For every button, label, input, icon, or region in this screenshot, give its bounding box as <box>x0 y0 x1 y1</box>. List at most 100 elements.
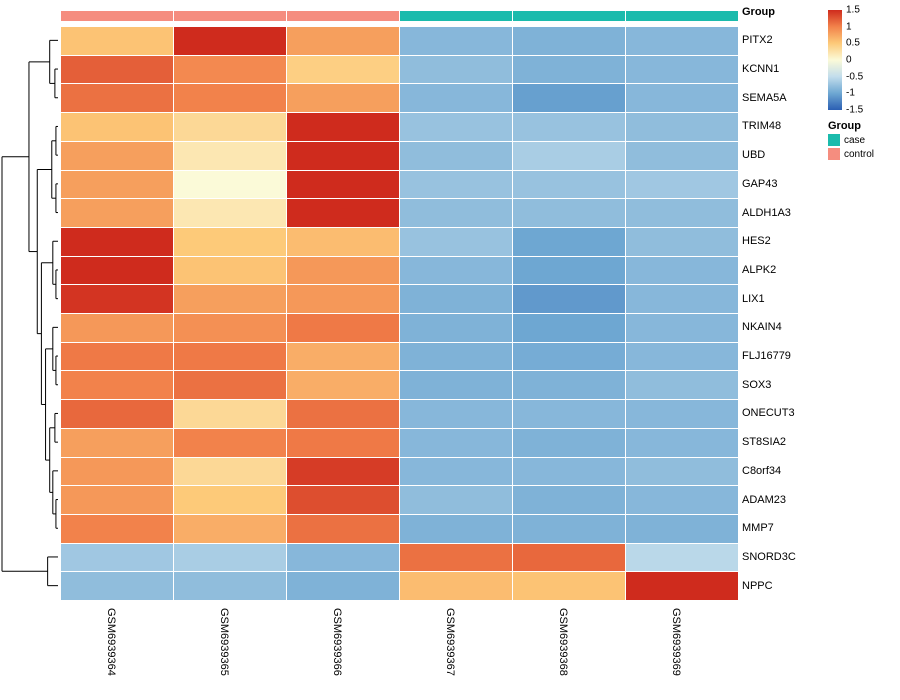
heatmap-cell <box>61 458 174 487</box>
heatmap-cell <box>174 285 287 314</box>
heatmap-cell <box>61 27 174 56</box>
heatmap-cell <box>287 142 400 171</box>
legend-swatch <box>828 134 840 146</box>
heatmap-cell <box>513 429 626 458</box>
heatmap-cell <box>287 257 400 286</box>
heatmap-cell <box>400 371 513 400</box>
heatmap-cell <box>626 285 739 314</box>
heatmap-cell <box>287 285 400 314</box>
colorbar-tick: -1.5 <box>846 105 863 116</box>
heatmap-cell <box>626 314 739 343</box>
heatmap-cell <box>400 56 513 85</box>
heatmap-cell <box>287 429 400 458</box>
group-legend: Group casecontrol <box>828 120 898 162</box>
heatmap-cell <box>61 56 174 85</box>
heatmap-cell <box>174 27 287 56</box>
heatmap-cell <box>174 343 287 372</box>
heatmap-row <box>61 171 739 200</box>
heatmap-row <box>61 113 739 142</box>
heatmap-cell <box>287 400 400 429</box>
heatmap-cell <box>174 486 287 515</box>
column-labels: GSM6939364GSM6939365GSM6939366GSM6939367… <box>60 604 738 700</box>
heatmap-cell <box>61 228 174 257</box>
row-label: ADAM23 <box>742 485 822 514</box>
heatmap-cell <box>61 84 174 113</box>
heatmap-cell <box>174 314 287 343</box>
heatmap-cell <box>287 343 400 372</box>
heatmap-cell <box>513 228 626 257</box>
heatmap-cell <box>400 458 513 487</box>
row-label: SOX3 <box>742 370 822 399</box>
heatmap-figure: Group PITX2KCNN1SEMA5ATRIM48UBDGAP43ALDH… <box>0 0 900 700</box>
row-label: NPPC <box>742 571 822 600</box>
heatmap-row <box>61 371 739 400</box>
heatmap-row <box>61 199 739 228</box>
heatmap-cell <box>61 171 174 200</box>
heatmap-cell <box>287 314 400 343</box>
heatmap-row <box>61 84 739 113</box>
row-label: ALPK2 <box>742 256 822 285</box>
heatmap-cell <box>174 228 287 257</box>
heatmap-cell <box>174 113 287 142</box>
heatmap-cell <box>400 171 513 200</box>
group-bar-title: Group <box>742 6 775 18</box>
row-label: SNORD3C <box>742 543 822 572</box>
row-labels: PITX2KCNN1SEMA5ATRIM48UBDGAP43ALDH1A3HES… <box>742 26 822 600</box>
heatmap-cell <box>287 515 400 544</box>
heatmap-row <box>61 458 739 487</box>
heatmap-grid <box>60 26 739 601</box>
column-label: GSM6939369 <box>625 604 738 700</box>
heatmap-row <box>61 27 739 56</box>
row-label: ONECUT3 <box>742 399 822 428</box>
heatmap-cell <box>400 515 513 544</box>
heatmap-cell <box>513 56 626 85</box>
row-label: ST8SIA2 <box>742 428 822 457</box>
heatmap-cell <box>400 314 513 343</box>
heatmap-cell <box>400 285 513 314</box>
heatmap-cell <box>513 400 626 429</box>
heatmap-cell <box>626 486 739 515</box>
heatmap-cell <box>400 400 513 429</box>
row-label: FLJ16779 <box>742 342 822 371</box>
legend-label: control <box>844 149 874 160</box>
column-label: GSM6939367 <box>399 604 512 700</box>
heatmap-row <box>61 572 739 601</box>
heatmap-cell <box>174 257 287 286</box>
heatmap-cell <box>513 371 626 400</box>
heatmap-cell <box>287 228 400 257</box>
heatmap-cell <box>174 171 287 200</box>
colorbar-tick: 0.5 <box>846 38 860 49</box>
heatmap-cell <box>626 171 739 200</box>
heatmap-cell <box>626 458 739 487</box>
heatmap-cell <box>513 199 626 228</box>
heatmap-cell <box>513 515 626 544</box>
column-label: GSM6939364 <box>60 604 173 700</box>
heatmap-cell <box>626 544 739 573</box>
heatmap-cell <box>61 400 174 429</box>
heatmap-cell <box>400 228 513 257</box>
group-cell <box>61 11 174 21</box>
colorbar-tick: 0 <box>846 55 852 66</box>
color-scale-ticks: 1.510.50-0.5-1-1.5 <box>846 10 888 110</box>
heatmap-cell <box>174 458 287 487</box>
color-scale-bar <box>828 10 842 110</box>
row-label: UBD <box>742 141 822 170</box>
heatmap-cell <box>513 572 626 601</box>
heatmap-cell <box>626 56 739 85</box>
color-scale-gradient <box>828 10 842 110</box>
heatmap-row <box>61 515 739 544</box>
heatmap-cell <box>174 429 287 458</box>
legend-item: control <box>828 148 898 160</box>
column-group-annotation <box>60 10 739 21</box>
heatmap-cell <box>61 572 174 601</box>
heatmap-cell <box>400 257 513 286</box>
heatmap-cell <box>513 343 626 372</box>
heatmap-row <box>61 142 739 171</box>
heatmap-row <box>61 228 739 257</box>
heatmap-row <box>61 400 739 429</box>
row-label: GAP43 <box>742 170 822 199</box>
heatmap-cell <box>61 429 174 458</box>
heatmap-cell <box>513 458 626 487</box>
heatmap-cell <box>400 199 513 228</box>
heatmap-cell <box>61 486 174 515</box>
